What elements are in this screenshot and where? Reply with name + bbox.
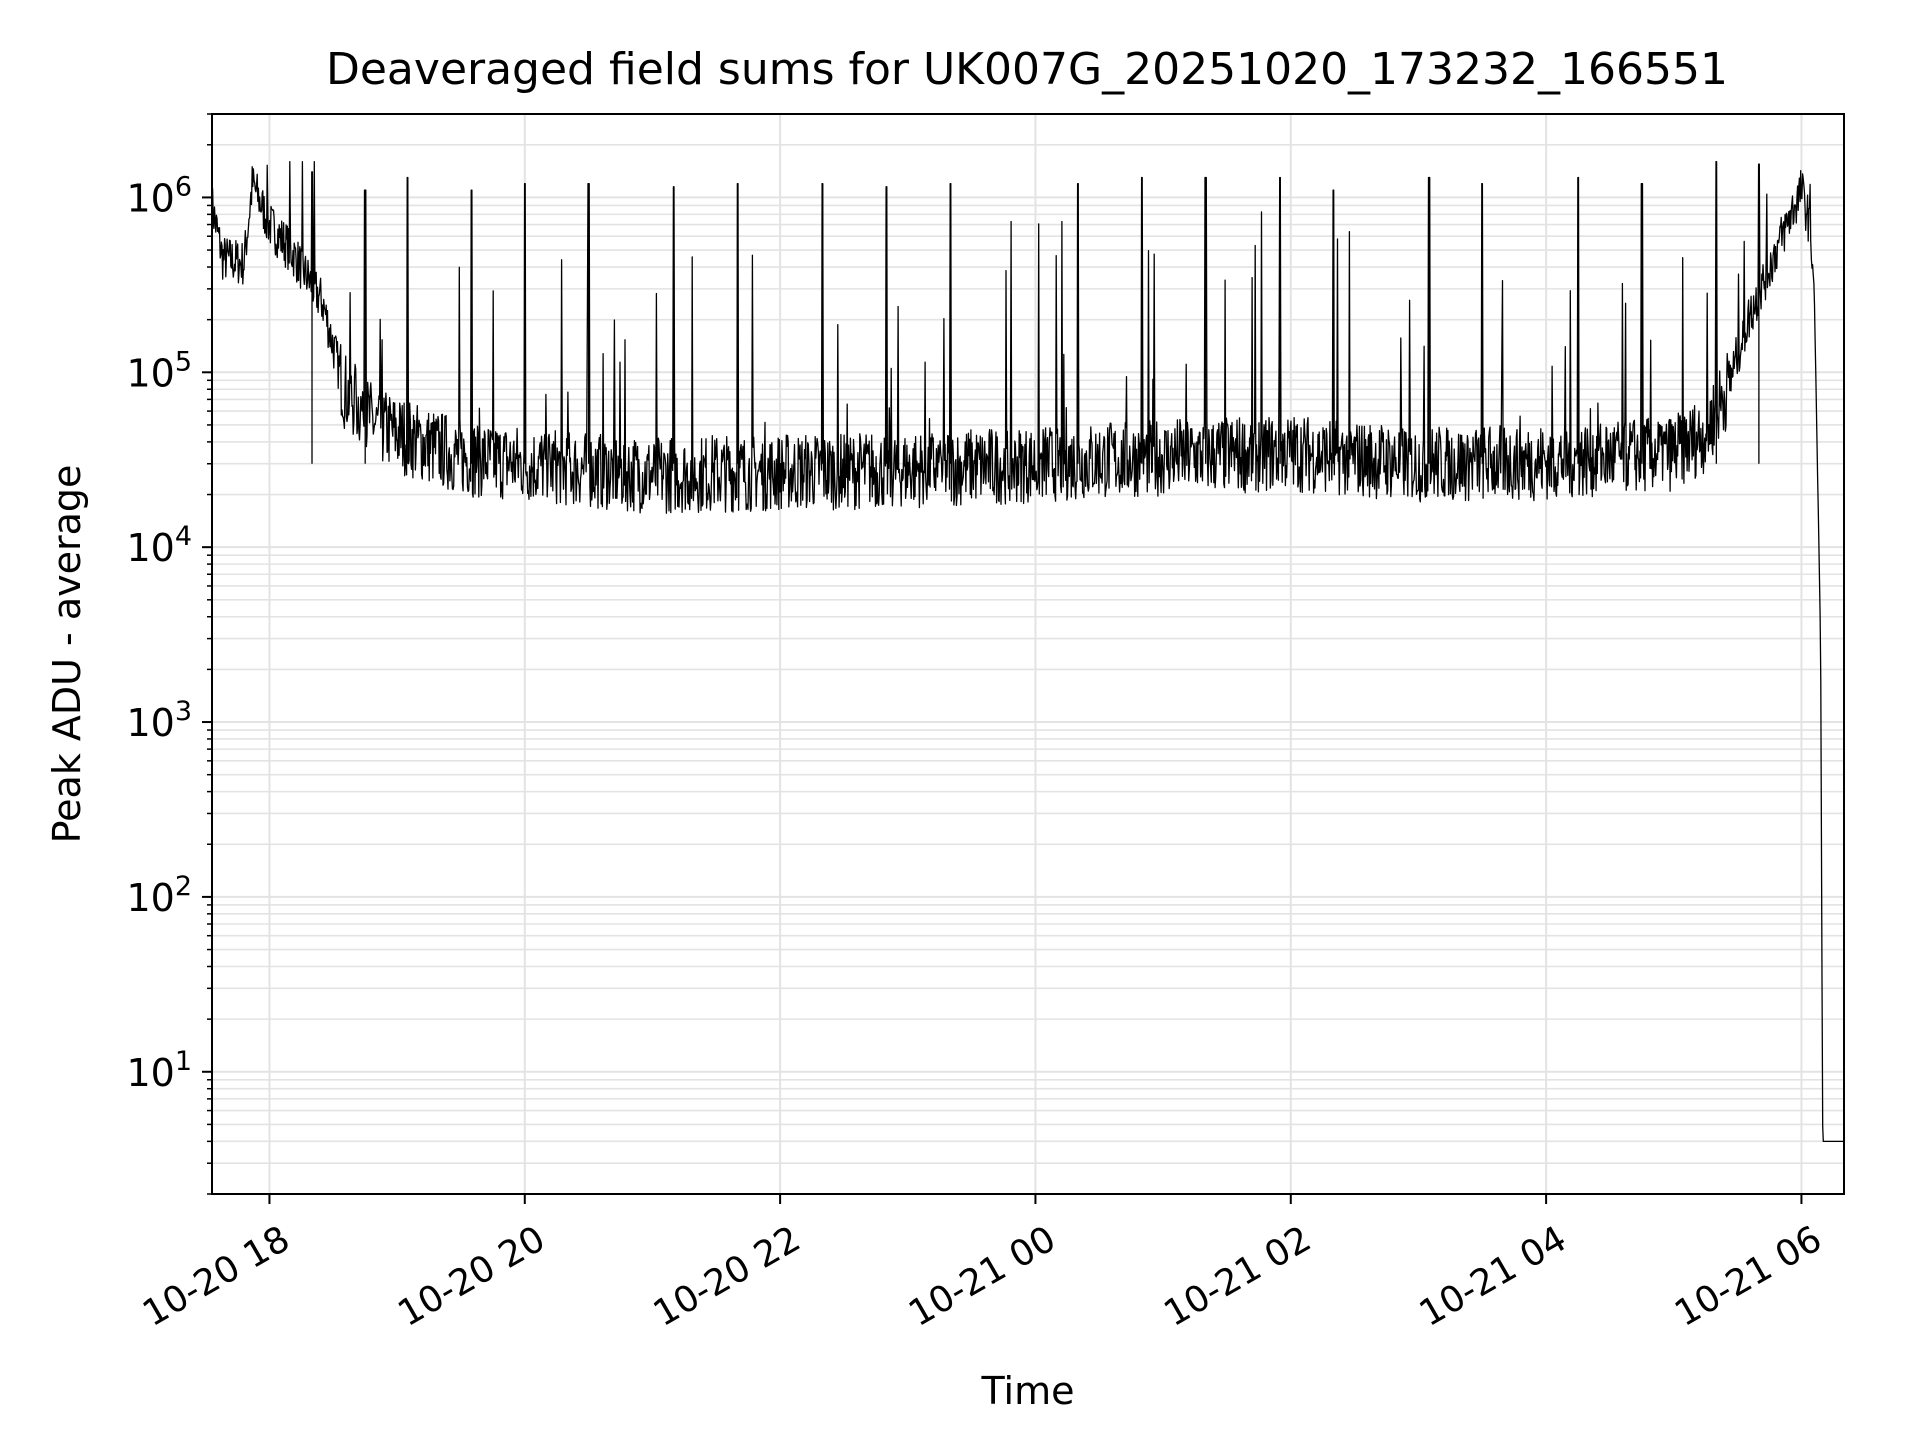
y-axis-label: Peak ADU - average xyxy=(45,465,89,844)
grid xyxy=(212,113,1844,1195)
data-layer xyxy=(211,161,1845,1143)
chart-title: Deaveraged field sums for UK007G_2025102… xyxy=(326,44,1728,95)
y-tick-label: 104 xyxy=(126,521,192,570)
y-tick-label: 103 xyxy=(126,696,192,745)
y-tick-label: 102 xyxy=(126,871,192,920)
y-tick-label: 101 xyxy=(126,1046,192,1095)
y-tick-label: 105 xyxy=(126,346,192,395)
y-tick-label: 106 xyxy=(126,171,192,220)
plot-area xyxy=(211,113,1845,1195)
data-series-line xyxy=(211,161,1845,1143)
x-axis-label: Time xyxy=(981,1369,1075,1413)
